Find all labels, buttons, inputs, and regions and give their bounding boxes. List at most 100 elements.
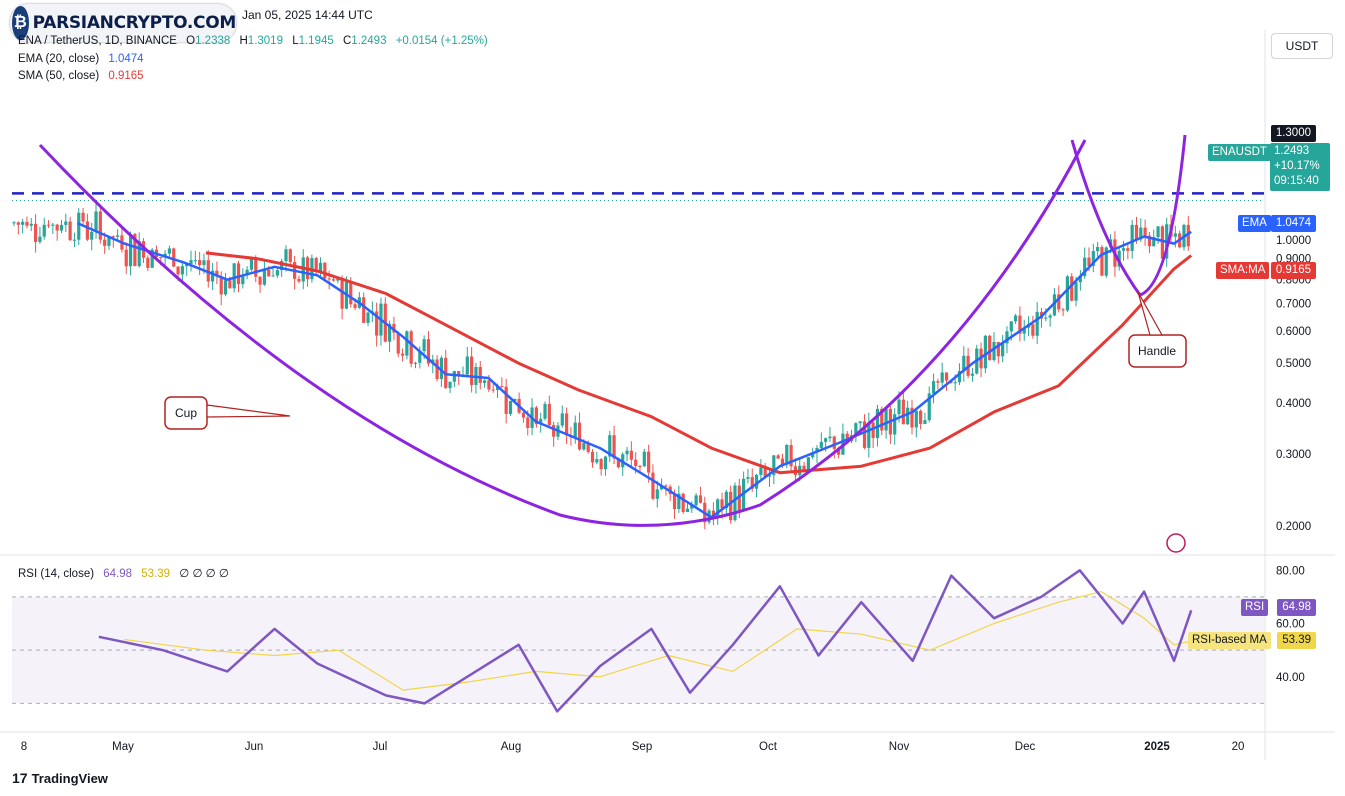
candle-body — [422, 339, 426, 352]
candle-body — [962, 355, 966, 372]
candle-body — [724, 491, 728, 509]
change-percent: +10.17% — [1274, 160, 1320, 172]
candle-body — [405, 331, 409, 356]
rsi-ma-line — [124, 591, 1192, 691]
date-text: Jan 05, 2025 14:44 UTC — [242, 8, 373, 22]
last-price: 1.2493 — [1274, 145, 1310, 157]
candle-body — [927, 393, 931, 421]
candle-body — [1044, 317, 1048, 319]
candle-body — [858, 421, 862, 424]
candle-body — [996, 341, 1000, 357]
candle-body — [836, 448, 841, 455]
currency-button[interactable]: USDT — [1271, 33, 1333, 59]
candle-body — [988, 335, 992, 361]
candle-body — [487, 380, 491, 390]
candle-body — [1156, 226, 1160, 238]
candle-body — [508, 400, 513, 414]
sma-legend: SMA (50, close) 0.9165 — [18, 70, 144, 82]
price-tick-label: 0.5000 — [1276, 358, 1311, 370]
candle-body — [288, 249, 292, 263]
candle-body — [413, 362, 418, 364]
change-value: +0.0154 (+1.25%) — [395, 35, 488, 47]
candle-body — [1126, 248, 1130, 251]
candle-body — [655, 489, 659, 499]
candle-body — [789, 444, 793, 467]
rsi-legend-label: RSI (14, close) — [18, 568, 95, 580]
candle-body — [176, 266, 180, 275]
candle-body — [1083, 257, 1087, 277]
candle-body — [51, 224, 55, 226]
candle-body — [336, 278, 340, 281]
tradingview-footer[interactable]: 17 TradingView — [12, 770, 108, 786]
candle-body — [1173, 233, 1177, 237]
candle-body — [1139, 227, 1143, 240]
candle-body — [1018, 315, 1022, 334]
candle-body — [906, 407, 910, 425]
candle-body — [327, 278, 331, 280]
rsi-tick-label: 60.00 — [1276, 619, 1305, 631]
time-tick-label: Oct — [759, 741, 778, 753]
rsi-legend-value: 64.98 — [103, 568, 133, 580]
handle-label: Handle — [1138, 344, 1176, 358]
candle-body — [923, 420, 927, 424]
candle-body — [884, 408, 888, 431]
candle-body — [331, 279, 336, 281]
candle-body — [500, 386, 504, 388]
candle-body — [931, 381, 936, 394]
rsi-tick-label: 40.00 — [1276, 672, 1305, 684]
candle-body — [970, 373, 975, 376]
candle-body — [547, 403, 551, 426]
candle-body — [603, 456, 608, 470]
candle-body — [733, 485, 737, 521]
time-tick-label: Jul — [373, 741, 388, 753]
candle-body — [439, 357, 444, 379]
high-value: 1.3019 — [247, 35, 283, 47]
candle-body — [824, 438, 828, 442]
close-value: 1.2493 — [351, 35, 387, 47]
candle-body — [694, 495, 698, 506]
candle-body — [763, 467, 767, 477]
candle-body — [845, 433, 849, 442]
candle-body — [245, 269, 249, 275]
candle-body — [677, 493, 681, 510]
candle-body — [470, 356, 474, 385]
candle-body — [254, 259, 258, 277]
candle-body — [46, 224, 51, 226]
candle-body — [249, 259, 254, 270]
candle-body — [185, 264, 189, 267]
candle-body — [1104, 247, 1108, 276]
candle-body — [219, 276, 223, 295]
candle-body — [685, 508, 690, 513]
sma-tag: SMA:MA — [1216, 262, 1270, 279]
rsi-ma-tag-value: 53.39 — [1277, 632, 1316, 649]
rsi-tag-value: 64.98 — [1277, 599, 1316, 616]
open-value: 1.2338 — [195, 35, 231, 47]
candle-body — [98, 211, 102, 240]
time-tick-label: Sep — [632, 741, 652, 753]
candle-body — [586, 443, 590, 452]
candle-body — [193, 260, 197, 262]
rsi-ma-tag: RSI-based MA — [1188, 632, 1271, 649]
candle-body — [1117, 250, 1121, 267]
candle-body — [388, 323, 392, 342]
candle-body — [1078, 276, 1082, 283]
candle-body — [1130, 224, 1134, 251]
candle-body — [72, 239, 77, 241]
ohlc-legend: ENA / TetherUS, 1D, BINANCE O1.2338 H1.3… — [18, 35, 488, 47]
candle-body — [64, 221, 68, 225]
candle-body — [435, 359, 439, 379]
candle-body — [690, 505, 694, 509]
candle-body — [400, 353, 405, 356]
candle-body — [124, 249, 128, 267]
candle-body — [832, 436, 836, 449]
candle-body — [1022, 327, 1026, 334]
candle-body — [681, 493, 685, 513]
candle-body — [521, 412, 526, 418]
candle-body — [1070, 276, 1074, 301]
ema-line — [76, 221, 1192, 519]
candle-body — [33, 223, 38, 242]
cup-pointer — [206, 404, 291, 418]
cup-curve — [38, 139, 1087, 527]
candle-body — [729, 491, 733, 521]
